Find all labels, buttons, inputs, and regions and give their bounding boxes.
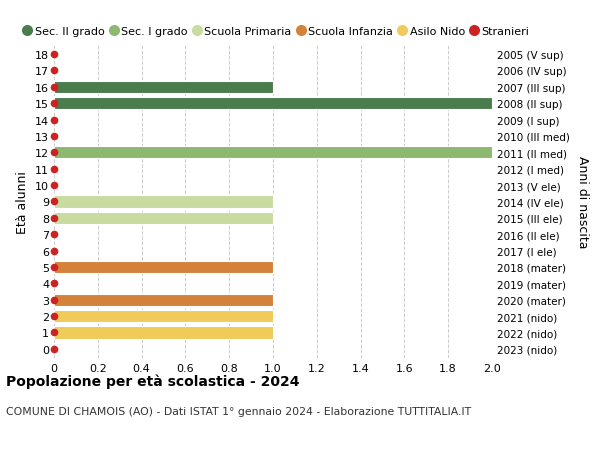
Legend: Sec. II grado, Sec. I grado, Scuola Primaria, Scuola Infanzia, Asilo Nido, Stran: Sec. II grado, Sec. I grado, Scuola Prim… [25, 27, 529, 37]
Bar [54, 294, 273, 306]
Bar [54, 196, 273, 208]
Text: Popolazione per età scolastica - 2024: Popolazione per età scolastica - 2024 [6, 374, 299, 389]
Bar [54, 147, 492, 159]
Text: COMUNE DI CHAMOIS (AO) - Dati ISTAT 1° gennaio 2024 - Elaborazione TUTTITALIA.IT: COMUNE DI CHAMOIS (AO) - Dati ISTAT 1° g… [6, 406, 471, 416]
Y-axis label: Anni di nascita: Anni di nascita [576, 156, 589, 248]
Bar [54, 326, 273, 339]
Bar [54, 81, 273, 94]
Y-axis label: Età alunni: Età alunni [16, 171, 29, 233]
Bar [54, 261, 273, 274]
Bar [54, 212, 273, 224]
Bar [54, 310, 273, 323]
Bar [54, 98, 492, 110]
